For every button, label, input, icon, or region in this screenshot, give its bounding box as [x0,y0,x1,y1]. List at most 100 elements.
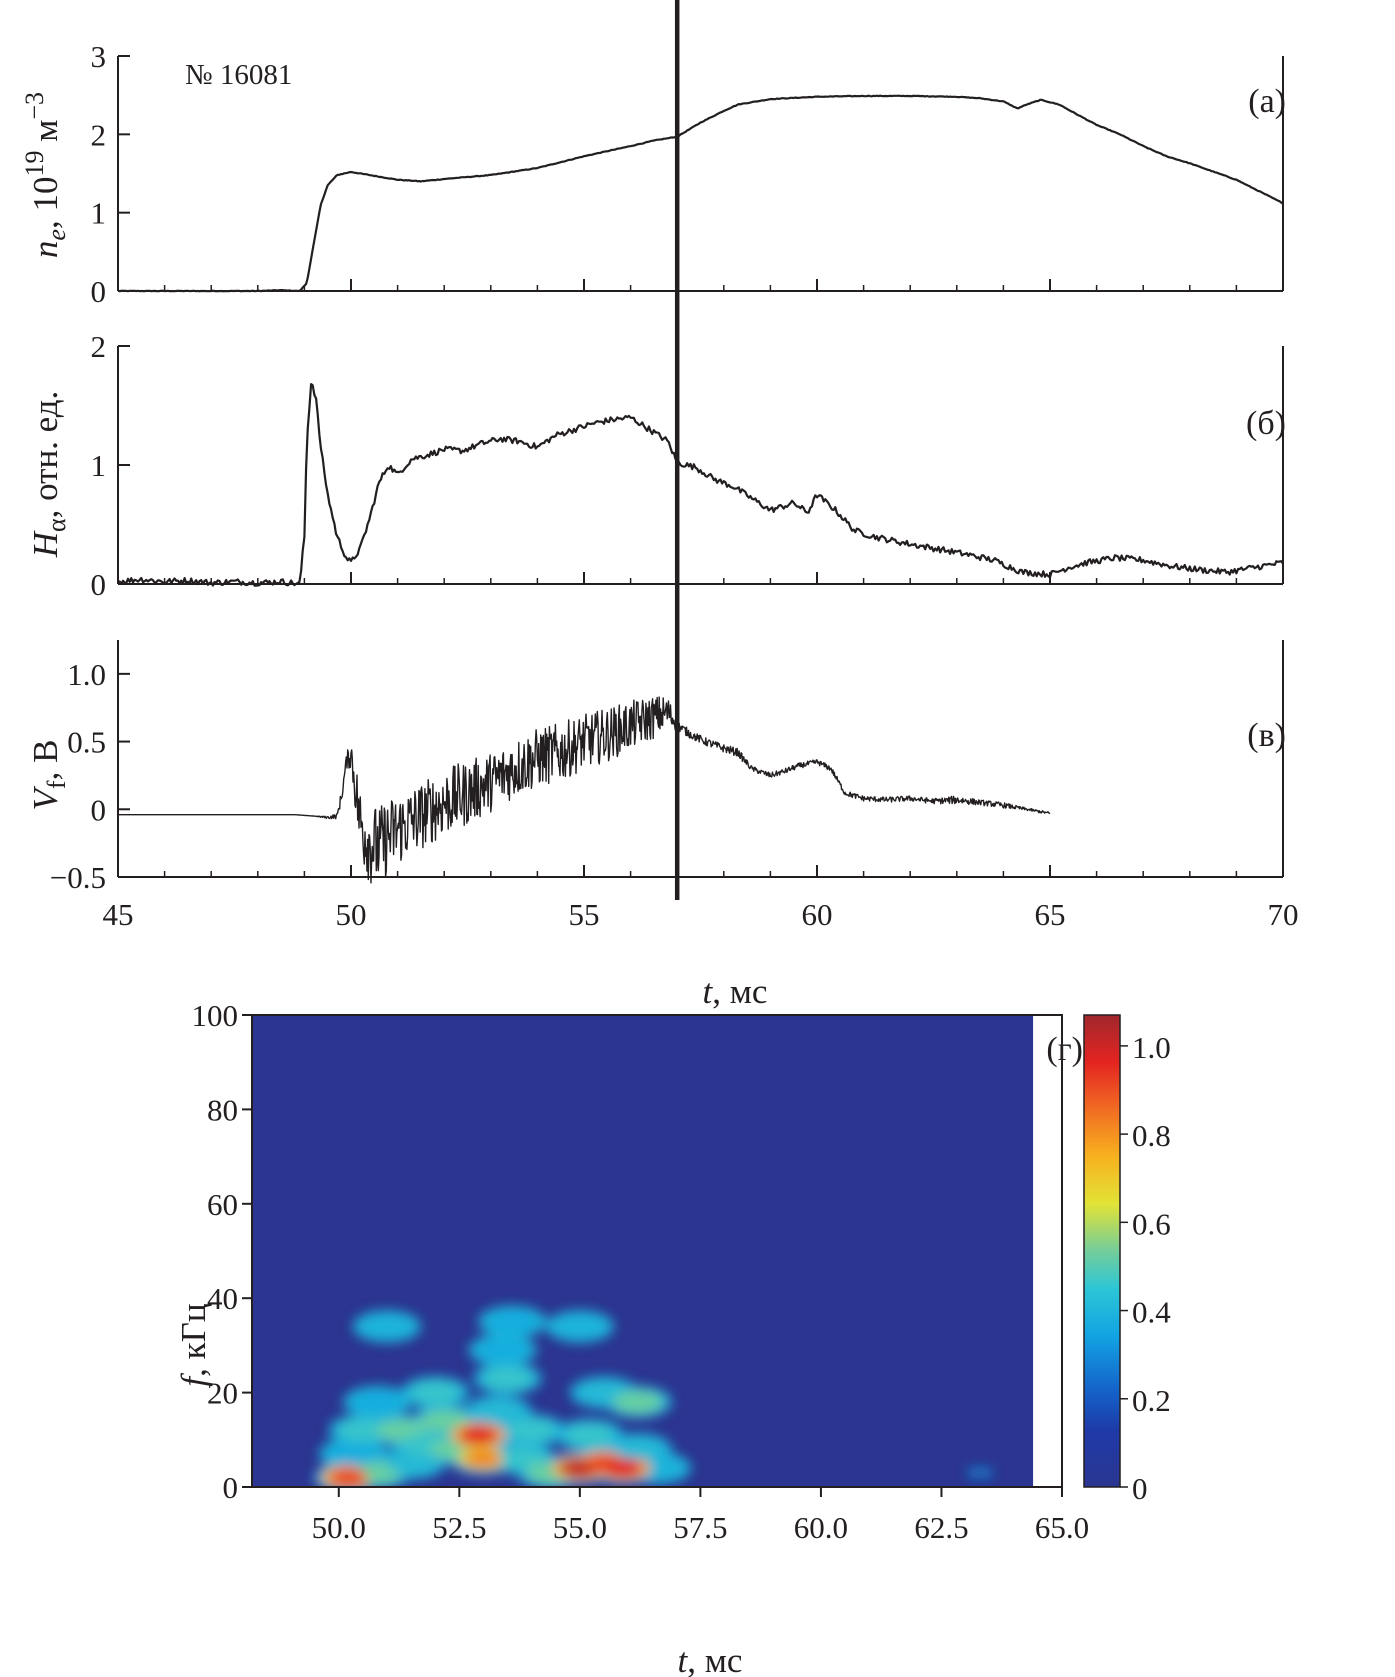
panel-a-axes [117,55,1284,292]
y-tick-label: 0 [91,567,107,602]
spectrogram-spot-mid [483,1367,532,1390]
panel-c-y-axis-label: Vf, В [26,740,71,811]
panel-c-y-axis-label-sub: f [42,780,71,789]
spectrogram-spot-mid [479,1339,527,1361]
spectrogram-spot-mid [473,1400,522,1423]
panel-a-y-axis-label-rest: , 10 [26,177,65,230]
panel-a-y-tick-labels: 0 1 2 3 [91,39,107,309]
colorbar [1083,1014,1121,1488]
colorbar-tick-labels: 0 0.2 0.4 0.6 0.8 1.0 [1120,1030,1171,1506]
x-tick-label: 45 [103,897,134,932]
panel-c-y-axis-label-rest: , В [26,740,65,781]
y-tick-label: 20 [207,1376,238,1411]
y-tick-label: 100 [192,998,239,1033]
spectrogram-x-tick-labels: 50.0 52.5 55.0 57.5 60.0 62.5 65.0 [312,1510,1089,1545]
panel-b-label: (б) [1246,405,1286,442]
spectrogram-spot-mid [507,1419,557,1442]
spectrogram-spot [966,1466,995,1479]
y-tick-label: −0.5 [50,860,106,895]
y-tick-label: 60 [207,1187,238,1222]
spectrogram-spot-mid [488,1311,536,1333]
panel-c: −0.5 0 0.5 1.0 45 50 55 60 65 70 (в) Vf, В t, мс [26,640,1299,1011]
y-tick-label: 1.0 [67,657,106,692]
x-tick-label: 60 [802,897,833,932]
panel-b: 0 1 2 (б) Hα, отн. ед. [26,329,1286,602]
colorbar-tick-label: 0.4 [1132,1295,1171,1330]
y-tick-label: 1 [91,448,107,483]
panel-a: 0 1 2 3 (а) № 16081 ne, 1019 м−3 [20,39,1286,309]
spectrogram-spot-core [464,1449,502,1468]
panel-b-halpha-trace [117,383,1284,587]
colorbar-tick-label: 0.2 [1132,1383,1171,1418]
shot-number-label: № 16081 [185,59,292,91]
spectrogram-spot-mid [420,1409,470,1433]
panel-b-y-axis-label-sub: α [42,518,71,532]
spectrogram-spot-mid [353,1391,401,1413]
y-tick-label: 80 [207,1092,238,1127]
x-tick-label: 50 [336,897,367,932]
panel-a-y-axis-label-main: n [26,241,65,259]
spectrogram-spot-core [329,1468,368,1487]
x-tick-label: 50.0 [312,1510,366,1545]
x-tick-label: 65 [1035,897,1066,932]
colorbar-tick-label: 0.8 [1132,1118,1171,1153]
y-tick-label: 2 [91,117,107,152]
x-tick-label: 57.5 [673,1510,727,1545]
spectrogram-spot-mid [329,1443,377,1465]
x-tick-label: 65.0 [1035,1510,1089,1545]
spectrogram-y-axis-label: f, кГц [174,1303,213,1386]
panel-a-density-trace [117,94,1284,293]
spectrogram-y-tick-labels: 0 20 40 60 80 100 [192,998,239,1505]
y-tick-label: 1 [91,196,107,231]
spectrogram-spot-core [603,1458,643,1478]
panel-c-floating-potential-trace [118,696,1051,884]
panel-c-label: (в) [1247,717,1286,754]
spectrogram-spot-mid [410,1381,460,1404]
y-tick-label: 0.5 [67,725,106,760]
panel-b-axes [117,345,1284,585]
panel-c-axes [117,640,1284,878]
panel-c-x-axis-label-main: t [703,972,714,1011]
colorbar-tick-label: 0 [1132,1471,1148,1506]
spectrogram-spot-mid [497,1447,547,1470]
spectrogram-y-axis-label-rest: , кГц [174,1303,213,1376]
y-tick-label: 3 [91,39,107,74]
spectrogram-spot-mid [565,1423,614,1447]
panel-c-x-tick-labels: 45 50 55 60 65 70 [103,897,1299,932]
spectrogram-frame [251,1014,1063,1488]
y-tick-label: 0 [91,274,107,309]
panel-a-y-axis-label-unit: м [26,120,65,151]
panel-b-y-axis-label-rest: , отн. ед. [26,391,65,519]
spectrogram-x-axis-label: t, мс [678,1641,743,1677]
spectrogram-spot-mid [613,1438,662,1461]
panel-d-spectrogram: (г) 0 20 40 60 80 100 50.0 52.5 55.0 57.5 60.0 62.… [174,998,1171,1677]
spectrogram-x-axis-label-main: t [678,1641,689,1677]
y-tick-label: 2 [91,329,107,364]
panel-a-y-axis-label-sup: 19 [20,151,49,177]
x-tick-label: 55.0 [553,1510,607,1545]
panel-d-label: (г) [1046,1031,1083,1068]
panel-a-label: (а) [1248,83,1286,120]
spectrogram-ticks [242,1014,1063,1497]
spectrogram-spot-core [459,1425,499,1445]
y-tick-label: 0 [223,1470,239,1505]
panel-c-y-axis-label-main: V [26,785,65,810]
y-tick-label: 40 [207,1281,238,1316]
panel-b-y-tick-labels: 0 1 2 [91,329,107,602]
spectrogram-spot-halo [353,1310,421,1343]
panel-c-x-axis-label: t, мс [703,972,768,1011]
x-tick-label: 62.5 [914,1510,968,1545]
panel-a-y-axis-label-unitsup: −3 [20,92,49,120]
spectrogram-spot-mid [338,1419,388,1442]
x-tick-label: 52.5 [432,1510,486,1545]
x-tick-label: 55 [569,897,600,932]
colorbar-tick-label: 0.6 [1132,1206,1171,1241]
spectrogram-x-axis-label-rest: , мс [687,1641,742,1677]
panel-b-y-axis-label: Hα, отн. ед. [26,391,71,559]
panel-b-y-axis-label-main: H [26,530,65,558]
colorbar-tick-label: 1.0 [1132,1030,1171,1065]
panel-c-x-axis-label-rest: , мс [712,972,767,1011]
spectrogram-spot-halo [545,1310,614,1343]
y-tick-label: 0 [91,792,107,827]
